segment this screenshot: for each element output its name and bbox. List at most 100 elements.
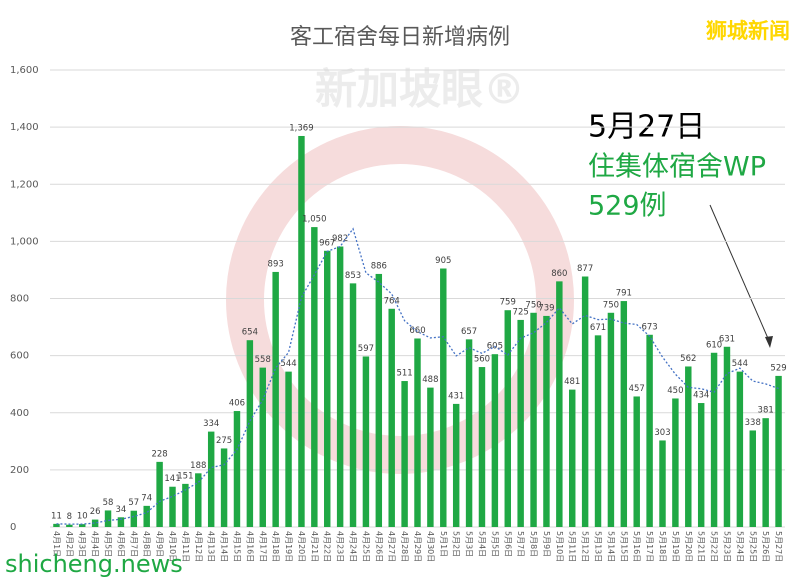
bar	[233, 411, 241, 527]
x-tick-label: 4月23日	[336, 531, 345, 562]
value-label: 34	[116, 505, 127, 515]
value-label: 671	[590, 323, 606, 333]
bar	[530, 312, 537, 527]
x-tick-label: 4月14日	[220, 531, 229, 562]
bar	[298, 135, 305, 527]
value-label: 488	[422, 375, 438, 385]
value-label: 228	[151, 449, 167, 459]
value-label: 967	[319, 238, 335, 248]
value-label: 558	[255, 355, 271, 365]
bar	[543, 315, 550, 527]
bar	[491, 354, 499, 527]
bar	[246, 340, 254, 527]
x-tick-label: 4月15日	[232, 531, 241, 562]
y-tick-label: 800	[10, 294, 29, 305]
bar	[504, 310, 511, 527]
x-tick-label: 4月30日	[426, 531, 435, 562]
value-label: 26	[90, 507, 101, 517]
value-label: 610	[706, 340, 722, 350]
x-tick-label: 4月24日	[349, 531, 358, 562]
value-label: 529	[770, 363, 786, 373]
value-label: 673	[641, 322, 657, 332]
x-tick-label: 4月16日	[245, 531, 254, 562]
value-label: 338	[745, 418, 761, 428]
x-tick-label: 5月5日	[490, 531, 499, 557]
x-tick-label: 4月1日	[52, 531, 61, 557]
y-tick-label: 1,600	[10, 65, 39, 76]
value-label: 275	[216, 436, 232, 446]
x-tick-label: 5月2日	[452, 531, 461, 557]
value-label: 188	[190, 461, 206, 471]
x-tick-label: 4月10日	[168, 531, 177, 562]
bar	[220, 448, 228, 527]
value-label: 1,050	[302, 215, 326, 225]
x-tick-label: 5月7日	[516, 531, 525, 557]
value-label: 450	[667, 386, 683, 396]
y-tick-label: 200	[10, 465, 29, 476]
value-label: 597	[358, 344, 374, 354]
x-tick-label: 4月27日	[387, 531, 396, 562]
bar	[195, 473, 202, 527]
value-label: 631	[719, 334, 735, 344]
x-tick-label: 4月12日	[194, 531, 203, 562]
x-tick-label: 5月16日	[632, 531, 641, 562]
value-label: 860	[551, 269, 567, 279]
value-label: 853	[345, 271, 361, 281]
x-tick-label: 4月20日	[297, 531, 306, 562]
x-tick-label: 5月9日	[542, 531, 551, 557]
bar	[620, 301, 628, 527]
x-tick-label: 5月21日	[697, 531, 706, 562]
value-label: 750	[603, 300, 619, 310]
value-label: 893	[268, 259, 284, 269]
x-tick-label: 4月29日	[413, 531, 422, 562]
bar	[697, 403, 705, 527]
x-tick-label: 5月4日	[477, 531, 486, 557]
bar	[130, 510, 138, 527]
x-tick-label: 5月22日	[710, 531, 719, 562]
x-tick-label: 5月18日	[658, 531, 667, 562]
bar	[710, 352, 718, 527]
bar	[375, 273, 383, 527]
y-tick-label: 600	[10, 351, 29, 362]
x-tick-label: 4月26日	[374, 531, 383, 562]
bar	[401, 381, 408, 527]
annotation-count: 529例	[588, 191, 667, 222]
value-label: 10	[77, 512, 88, 522]
bar	[259, 367, 266, 527]
y-tick-label: 400	[10, 408, 29, 419]
bar	[723, 346, 731, 527]
x-tick-label: 5月17日	[645, 531, 654, 562]
value-label: 334	[203, 419, 219, 429]
x-tick-label: 4月22日	[323, 531, 332, 562]
value-label: 431	[448, 391, 464, 401]
bar	[517, 319, 524, 527]
x-tick-label: 5月27日	[774, 531, 783, 562]
value-label: 877	[577, 264, 593, 274]
value-label: 303	[654, 428, 670, 438]
value-label: 982	[332, 234, 348, 244]
value-label: 759	[500, 298, 516, 308]
value-label: 725	[513, 307, 529, 317]
x-tick-label: 4月2日	[65, 531, 74, 557]
bar	[324, 250, 331, 527]
x-tick-label: 5月15日	[619, 531, 628, 562]
bar	[336, 246, 344, 528]
bar	[272, 271, 279, 527]
x-tick-label: 5月10日	[555, 531, 564, 562]
bar	[581, 276, 589, 527]
value-label: 511	[396, 369, 412, 379]
value-label: 791	[616, 289, 632, 299]
annotation-text: 住集体宿舍WP	[588, 152, 766, 183]
bar	[633, 396, 640, 527]
x-tick-label: 4月7日	[129, 531, 138, 557]
bar	[775, 375, 782, 527]
x-tick-label: 5月14日	[606, 531, 615, 562]
x-tick-label: 4月19日	[284, 531, 293, 562]
value-label: 481	[564, 377, 580, 387]
bar	[207, 431, 215, 527]
x-tick-label: 5月20日	[684, 531, 693, 562]
x-tick-label: 4月11日	[181, 531, 190, 562]
bar	[182, 483, 189, 527]
